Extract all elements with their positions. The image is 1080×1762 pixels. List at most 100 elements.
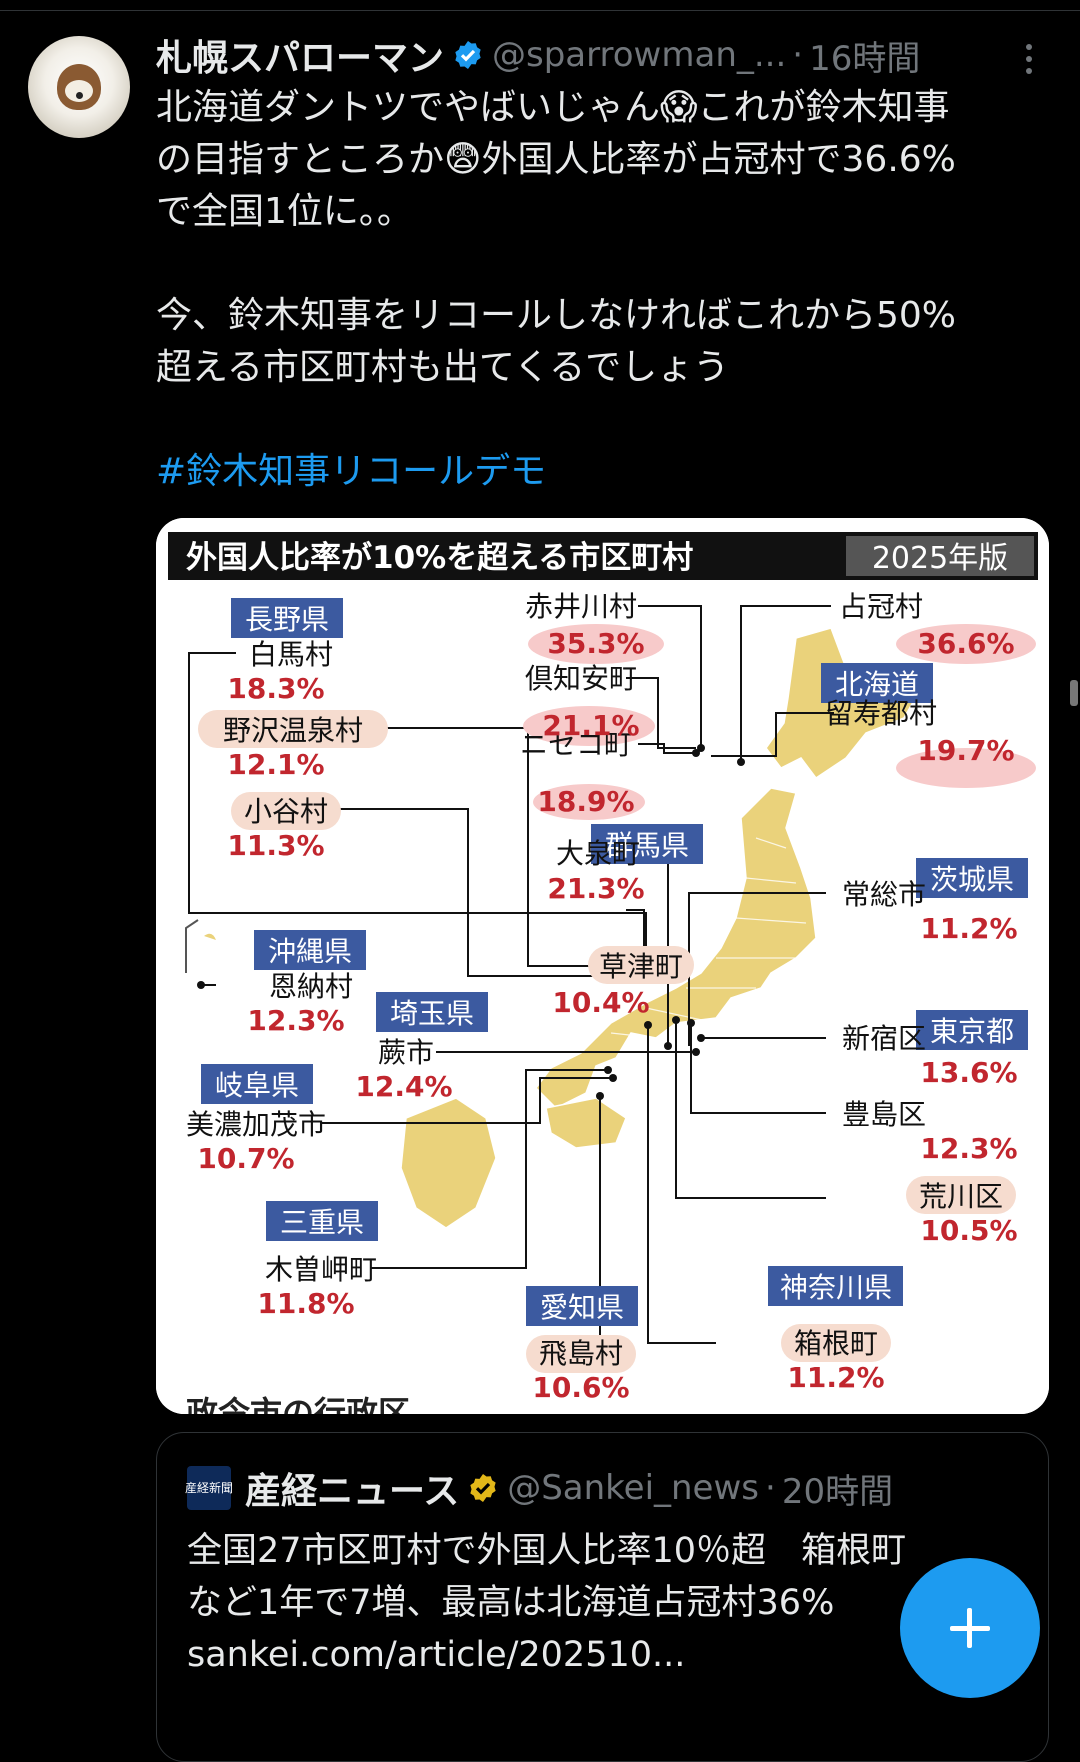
author-name[interactable]: 札幌スパローマン [156, 38, 445, 79]
post-image[interactable]: 外国人比率が10%を超える市区町村 2025年版 [156, 518, 1049, 1414]
post-time[interactable]: 16時間 [809, 38, 921, 79]
place-name: 倶知安町 [525, 662, 637, 695]
place-name: ニセコ町 [520, 728, 632, 761]
place-pct: 35.3% [547, 627, 644, 660]
place-name: 大泉町 [556, 837, 640, 870]
place-pct: 10.5% [920, 1214, 1017, 1247]
okinawa-inset-frame [185, 919, 199, 973]
place-pct: 12.1% [227, 748, 324, 781]
pref-okinawa: 沖縄県 [268, 935, 352, 968]
place-name: 白馬村 [249, 638, 333, 671]
quote-handle: @Sankei_news [507, 1468, 759, 1508]
pref-hokkaido: 北海道 [835, 668, 919, 701]
japan-foreigner-ratio-map: 外国人比率が10%を超える市区町村 2025年版 [156, 518, 1049, 1414]
place-name: 豊島区 [842, 1098, 926, 1131]
pref-tokyo: 東京都 [930, 1015, 1014, 1048]
place-name: 蕨市 [378, 1036, 434, 1069]
pref-saitama: 埼玉県 [390, 997, 474, 1030]
post-line: 北海道ダントツでやばいじゃん😱これが鈴木知事 [156, 87, 950, 128]
place-pct: 11.3% [227, 829, 324, 862]
place-name: 野沢温泉村 [223, 714, 363, 747]
place-name: 留寿都村 [825, 697, 937, 730]
map-edition: 2025年版 [872, 541, 1008, 576]
map-title: 外国人比率が10%を超える市区町村 [186, 540, 693, 576]
place-pct: 11.2% [920, 912, 1017, 945]
quote-separator: · [765, 1468, 776, 1508]
place-pct: 11.2% [787, 1361, 884, 1394]
place-pct: 11.8% [257, 1287, 354, 1320]
place-pct: 36.6% [917, 627, 1014, 660]
place-name: 常総市 [842, 878, 926, 911]
prefecture-labels: 長野県 北海道 群馬県 茨城県 沖縄県 埼玉県 東京都 岐阜県 三重県 愛知県 … [201, 598, 1028, 1326]
quote-link[interactable]: sankei.com/article/202510... [187, 1635, 686, 1675]
pref-ibaraki: 茨城県 [930, 863, 1014, 896]
pref-aichi: 愛知県 [540, 1291, 624, 1324]
quote-line: など1年で7増、最高は北海道占冠村36% [187, 1583, 835, 1623]
quote-text: 全国27市区町村で外国人比率10％超 箱根町 など1年で7増、最高は北海道占冠村… [187, 1525, 1007, 1681]
place-percentages: 18.3% 12.1% 11.3% 12.3% 12.4% 10.7% 11.8… [197, 627, 1017, 1404]
place-name: 飛島村 [539, 1337, 623, 1370]
post-header: 札幌スパローマン @sparrowman_... · 16時間 [156, 28, 1056, 82]
quote-time: 20時間 [781, 1471, 894, 1512]
place-pct: 21.3% [547, 872, 644, 905]
avatar[interactable] [28, 36, 130, 138]
shikoku-land [545, 1097, 627, 1149]
post-line: 今、鈴木知事をリコールしなければこれから50% [156, 295, 957, 336]
place-pct: 21.1% [542, 709, 639, 742]
pref-nagano: 長野県 [245, 603, 329, 636]
post-line [156, 394, 1056, 446]
sparrow-avatar-icon [57, 64, 101, 110]
place-pct: 10.6% [532, 1371, 629, 1404]
verified-badge-icon [455, 41, 481, 69]
place-pct: 13.6% [920, 1056, 1017, 1089]
pref-gunma: 群馬県 [605, 829, 689, 862]
place-name: 美濃加茂市 [186, 1108, 326, 1141]
verified-gold-badge-icon [470, 1474, 496, 1502]
place-pct: 12.4% [355, 1070, 452, 1103]
scrollbar-thumb[interactable] [1070, 680, 1078, 706]
place-name: 恩納村 [269, 970, 353, 1003]
header-separator: · [792, 35, 804, 75]
quote-line: 全国27市区町村で外国人比率10％超 箱根町 [187, 1531, 907, 1571]
place-name: 小谷村 [244, 795, 328, 828]
place-pct: 12.3% [247, 1004, 344, 1037]
place-name: 荒川区 [919, 1180, 1003, 1213]
quote-header: 産経新聞 産経ニュース @Sankei_news · 20時間 [185, 1463, 894, 1513]
place-pct: 12.3% [920, 1132, 1017, 1165]
post-line: の目指すところか😨外国人比率が占冠村で36.6% [156, 139, 956, 180]
place-pct: 18.3% [227, 672, 324, 705]
compose-plus-button[interactable] [900, 1558, 1040, 1698]
hashtag-link[interactable]: #鈴木知事リコールデモ [156, 451, 547, 492]
map-bottom-cut-text: 政令市の行政区 [186, 1394, 410, 1414]
place-name: 新宿区 [842, 1022, 926, 1055]
place-name: 赤井川村 [525, 590, 637, 623]
post-line [156, 238, 1056, 290]
place-name: 占冠村 [839, 590, 923, 623]
top-divider [0, 10, 1080, 11]
prefecture-borders [610, 837, 807, 1039]
edition-box [846, 536, 1034, 576]
place-name: 草津町 [599, 950, 683, 983]
author-handle[interactable]: @sparrowman_... [492, 35, 787, 75]
place-names: 白馬村 野沢温泉村 小谷村 恩納村 蕨市 美濃加茂市 木曽岬町 飛島村 赤井川村… [186, 590, 1003, 1370]
place-pct: 18.9% [537, 785, 634, 818]
kyushu-land [400, 1097, 497, 1229]
place-name: 木曽岬町 [265, 1253, 377, 1286]
pref-kanagawa: 神奈川県 [780, 1271, 892, 1304]
sankei-logo-icon: 産経新聞 [185, 1466, 233, 1510]
quoted-post[interactable]: 産経新聞 産経ニュース @Sankei_news · 20時間 全国27市区町村… [156, 1432, 1049, 1762]
okinawa-land [204, 933, 216, 940]
name-pills [198, 710, 1016, 1373]
post-line: で全国1位に。。 [156, 191, 413, 232]
place-name: 箱根町 [794, 1327, 878, 1360]
more-icon[interactable] [1014, 40, 1044, 80]
highlight-pills [523, 624, 1036, 820]
pref-gifu: 岐阜県 [215, 1069, 299, 1102]
place-pct: 10.7% [197, 1142, 294, 1175]
post-line: 超える市区町村も出てくるでしょう [156, 347, 730, 388]
place-pct: 19.7% [917, 734, 1014, 767]
place-pct: 10.4% [552, 986, 649, 1019]
quote-author-name: 産経ニュース [245, 1471, 460, 1512]
pref-mie: 三重県 [280, 1206, 364, 1239]
post-text: 北海道ダントツでやばいじゃん😱これが鈴木知事 の目指すところか😨外国人比率が占冠… [156, 82, 1056, 498]
